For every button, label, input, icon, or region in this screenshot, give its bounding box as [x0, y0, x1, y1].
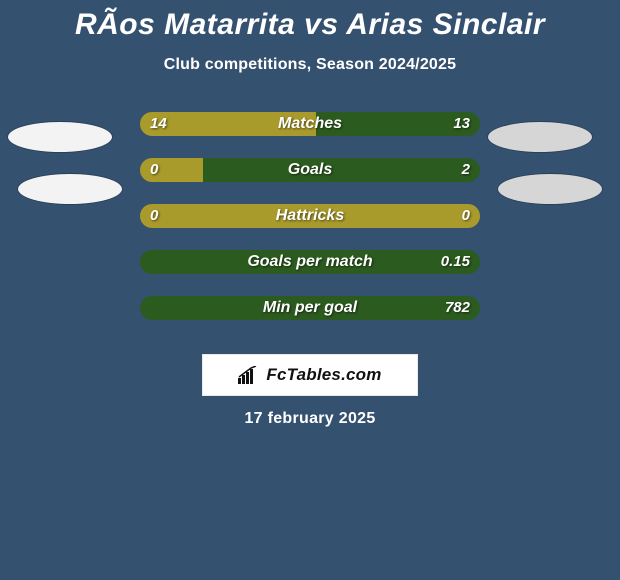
- stat-row: Goals per match0.15: [0, 250, 620, 274]
- stat-row: Hattricks0 0: [0, 204, 620, 228]
- stat-label: Goals per match: [140, 250, 480, 274]
- source-badge: FcTables.com: [202, 354, 418, 396]
- stat-label: Matches: [140, 112, 480, 136]
- stat-label: Min per goal: [140, 296, 480, 320]
- stat-value-right: 782: [445, 296, 470, 320]
- source-badge-text: FcTables.com: [266, 365, 381, 385]
- stat-value-left: 0: [150, 204, 158, 228]
- snapshot-date: 17 february 2025: [0, 410, 620, 428]
- chart-bars-icon: [238, 366, 260, 384]
- comparison-infographic: RÃ­os Matarrita vs Arias Sinclair Club c…: [0, 0, 620, 580]
- stat-row: Min per goal782: [0, 296, 620, 320]
- stat-label: Hattricks: [140, 204, 480, 228]
- stat-value-left: 0: [150, 158, 158, 182]
- stat-value-right: 13: [453, 112, 470, 136]
- stat-row: Matches14 13: [0, 112, 620, 136]
- stats-area: Matches1413Goals02Hattricks00Goals per m…: [0, 112, 620, 320]
- stat-value-right: 2: [462, 158, 470, 182]
- stat-value-left: 14: [150, 112, 167, 136]
- stat-label: Goals: [140, 158, 480, 182]
- stat-value-right: 0.15: [441, 250, 470, 274]
- stat-row: Goals0 2: [0, 158, 620, 182]
- stat-value-right: 0: [462, 204, 470, 228]
- page-subtitle: Club competitions, Season 2024/2025: [0, 56, 620, 74]
- page-title: RÃ­os Matarrita vs Arias Sinclair: [0, 0, 620, 42]
